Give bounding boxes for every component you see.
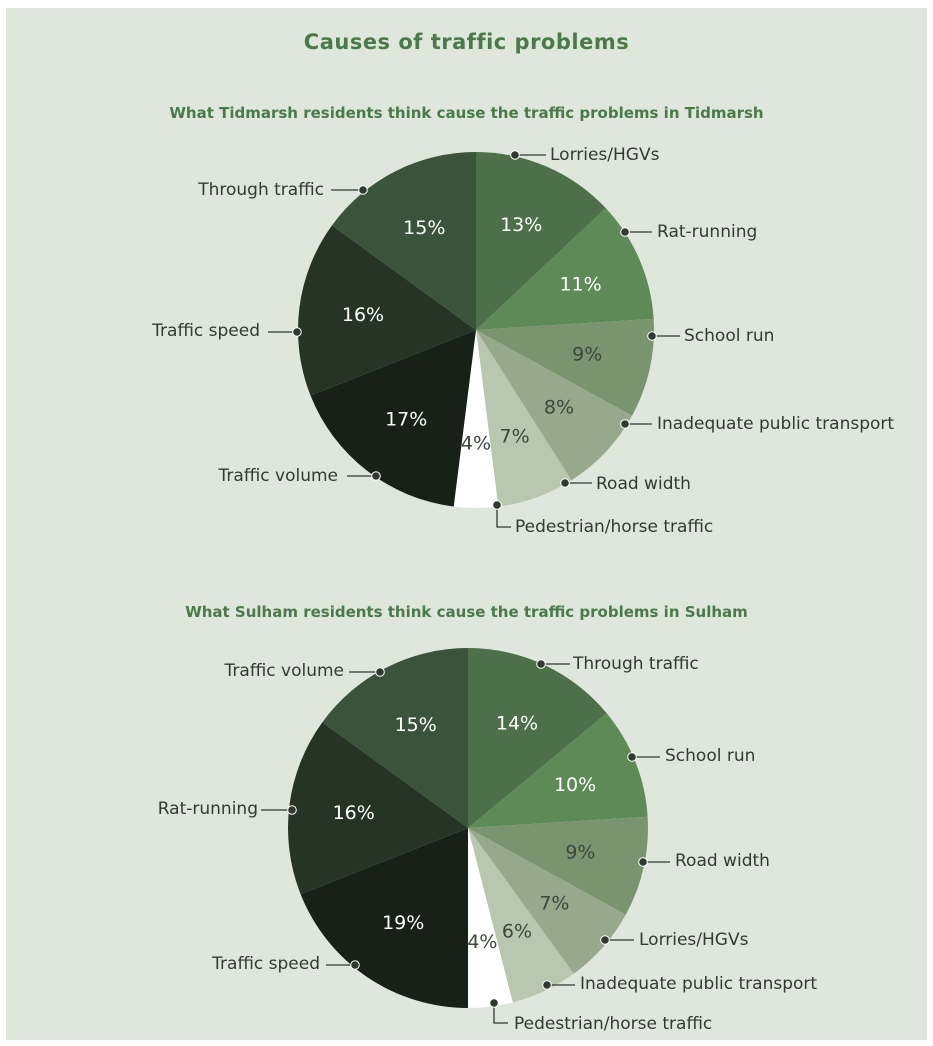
pie-slice-through-traffic: [468, 648, 607, 828]
pie-slice-school-run: [476, 318, 655, 416]
slice-value-label: 17%: [385, 409, 427, 431]
slice-category-label: Road width: [675, 851, 770, 871]
slice-category-label: Inadequate public transport: [580, 974, 817, 994]
pie-slice-through-traffic: [331, 152, 476, 330]
slice-category-label: Traffic speed: [151, 321, 260, 341]
slice-value-label: 14%: [496, 712, 538, 734]
slice-value-label: 15%: [403, 217, 445, 239]
tidmarsh-chart-title: What Tidmarsh residents think cause the …: [169, 104, 764, 122]
callout-dot: [600, 935, 610, 945]
slice-category-label: Rat-running: [158, 799, 258, 819]
callout-dot: [620, 227, 630, 237]
pie-slice-pedestrian-horse-traffic: [453, 330, 499, 509]
slice-value-label: 11%: [559, 273, 601, 295]
callout-dot: [287, 805, 297, 815]
pie-slice-road-width: [468, 816, 648, 915]
slice-value-label: 7%: [539, 893, 569, 915]
slice-category-label: Pedestrian/horse traffic: [515, 517, 713, 537]
slice-value-label: 9%: [565, 842, 595, 864]
slice-value-label: 19%: [382, 912, 424, 934]
slice-category-label: Through traffic: [197, 180, 324, 200]
slice-value-label: 15%: [395, 714, 437, 736]
callout-dot: [375, 667, 385, 677]
callout-dot: [510, 150, 520, 160]
pie-slice-rat-running: [288, 722, 468, 895]
callout-dot: [350, 960, 360, 970]
pie-chart-2: 14% Through traffic 10% School run 9% Road wi…: [158, 648, 817, 1034]
callout-line: [496, 505, 511, 528]
chart-title: Causes of traffic problems: [303, 30, 630, 54]
slice-value-label: 9%: [572, 343, 602, 365]
slice-category-label: Traffic volume: [224, 661, 344, 681]
pie-slice-traffic-speed: [300, 828, 468, 1008]
callout-dot: [620, 419, 630, 429]
slice-category-label: Through traffic: [572, 654, 699, 674]
pie-slice-school-run: [468, 713, 648, 828]
slice-category-label: Lorries/HGVs: [550, 145, 660, 165]
callout-dot: [489, 998, 499, 1008]
callout-dot: [638, 857, 648, 867]
slice-category-label: Rat-running: [657, 222, 757, 242]
slice-category-label: School run: [665, 746, 755, 766]
pie-slice-lorries-hgvs: [468, 828, 626, 974]
callout-dot: [536, 659, 546, 669]
slice-category-label: Pedestrian/horse traffic: [514, 1014, 712, 1034]
slice-category-label: Traffic volume: [218, 466, 338, 486]
pie-slice-lorries-hgvs: [476, 152, 606, 330]
pie-slice-traffic-volume: [322, 648, 468, 828]
callout-dot: [358, 185, 368, 195]
slice-value-label: 16%: [342, 304, 384, 326]
pie-slice-pedestrian-horse-traffic: [468, 828, 513, 1008]
slice-value-label: 6%: [502, 921, 532, 943]
pie-slice-inadequate-public-transport: [476, 330, 632, 481]
pie-slice-rat-running: [476, 208, 654, 330]
callout-dot: [542, 980, 552, 990]
callout-dot: [371, 471, 381, 481]
slice-category-label: School run: [684, 326, 774, 346]
slice-value-label: 10%: [554, 774, 596, 796]
slice-category-label: Lorries/HGVs: [639, 930, 749, 950]
callout-line: [493, 1003, 508, 1024]
slice-category-label: Road width: [596, 474, 691, 494]
slice-value-label: 7%: [500, 426, 530, 448]
slice-value-label: 4%: [461, 432, 491, 454]
slice-value-label: 4%: [467, 931, 497, 953]
pie-slice-traffic-speed: [297, 225, 476, 396]
callout-dot: [560, 478, 570, 488]
slice-category-label: Traffic speed: [211, 954, 320, 974]
callout-dot: [647, 331, 657, 341]
sulham-chart-title: What Sulham residents think cause the tr…: [185, 603, 748, 621]
callout-dot: [492, 500, 502, 510]
slice-category-label: Inadequate public transport: [657, 414, 894, 434]
callout-dot: [627, 752, 637, 762]
pie-slice-traffic-volume: [310, 330, 476, 507]
slice-value-label: 13%: [500, 214, 542, 236]
pie-chart-1: 13% Lorries/HGVs 11% Rat-running 9% School ru…: [151, 145, 894, 537]
slice-value-label: 8%: [544, 397, 574, 419]
slice-value-label: 16%: [333, 802, 375, 824]
pie-slice-road-width: [476, 330, 572, 507]
pie-slice-inadequate-public-transport: [468, 828, 574, 1003]
callout-dot: [292, 327, 302, 337]
